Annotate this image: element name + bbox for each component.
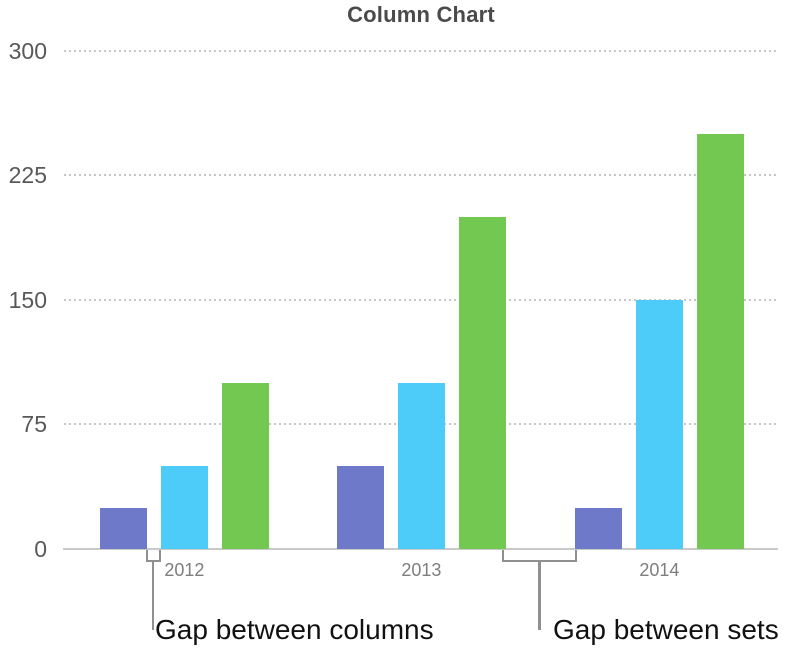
bar-2014-blue-series [635,300,683,549]
y-axis-tick-label-300: 300 [8,37,47,64]
bar-2012-blue-series [160,466,208,549]
bar-2013-blue-series [397,383,445,549]
x-axis-line [63,548,778,550]
chart-title: Column Chart [347,2,495,27]
bar-2014-green-series [696,134,744,549]
y-axis-tick-label-150: 150 [8,286,47,313]
x-axis-category-label-2012: 2012 [164,560,205,580]
bar-2012-purple-series [100,507,147,549]
gridline-150 [64,298,778,301]
bar-2014-purple-series [575,507,622,549]
y-axis-tick-label-225: 225 [8,162,47,188]
y-axis-tick-label-75: 75 [21,411,47,437]
gridline-225 [64,174,778,176]
gap-between-columns-leader-line [151,561,155,630]
gap-between-columns-label: Gap between columns [155,614,434,645]
bar-2012-green-series [221,383,269,549]
bar-2013-green-series [458,217,506,549]
gap-between-sets-leader-line [538,561,541,630]
gap-between-sets-label: Gap between sets [553,614,779,645]
y-axis-tick-label-0: 0 [34,535,47,562]
bar-2013-purple-series [337,466,384,549]
gridline-300 [64,49,778,52]
x-axis-category-label-2013: 2013 [401,560,442,580]
x-axis-category-label-2014: 2014 [639,560,680,580]
